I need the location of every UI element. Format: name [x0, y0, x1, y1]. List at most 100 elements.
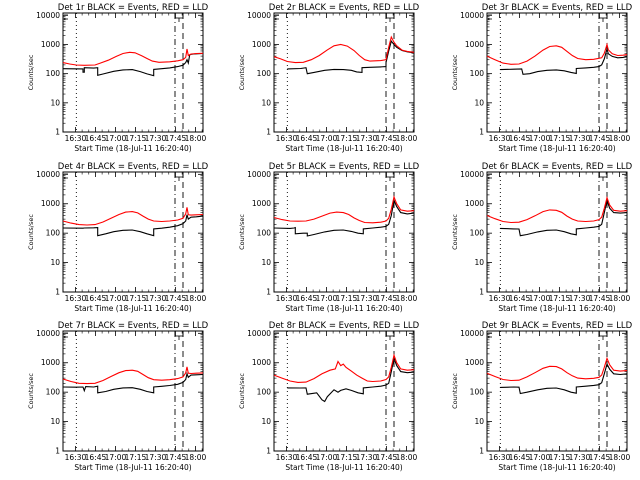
x-tick-label: 16:45 — [509, 453, 531, 462]
x-axis-label: Start Time (18-Jul-11 16:20:40) — [285, 463, 402, 472]
plot-frame — [62, 330, 204, 452]
y-tick-label: 100 — [257, 388, 272, 397]
x-tick-label: 17:15 — [125, 134, 147, 143]
chart-panel-1: Det 1r BLACK = Events, RED = LLD 1 10 100 10… — [27, 3, 209, 153]
chart-panel-2: Det 2r BLACK = Events, RED = LLD 1 10 100 10… — [238, 3, 420, 153]
chart-title: Det 1r BLACK = Events, RED = LLD — [58, 3, 209, 13]
y-tick-label: 100 — [470, 229, 485, 238]
y-tick-label: 1 — [266, 128, 271, 137]
chart-title: Det 2r BLACK = Events, RED = LLD — [269, 3, 420, 13]
y-tick-label: 1000 — [41, 40, 60, 49]
x-tick-label: 17:30 — [356, 453, 378, 462]
x-tick-label: 16:30 — [65, 453, 87, 462]
y-tick-label: 10000 — [460, 170, 484, 179]
y-tick-label: 10 — [50, 98, 60, 107]
x-tick-label: 17:30 — [145, 453, 167, 462]
y-tick-label: 100 — [470, 69, 485, 78]
plot-frame — [273, 171, 415, 293]
events-series-line — [287, 40, 415, 75]
lld-series-line — [486, 42, 628, 65]
lld-series-line — [62, 366, 204, 385]
x-axis-label: Start Time (18-Jul-11 16:20:40) — [74, 304, 191, 313]
x-tick-label: 16:30 — [65, 294, 87, 303]
lld-series-line — [273, 195, 415, 224]
x-tick-label: 17:00 — [105, 294, 127, 303]
x-tick-label: 17:45 — [376, 134, 398, 143]
x-axis-label: Start Time (18-Jul-11 16:20:40) — [74, 144, 191, 153]
y-tick-label: 1 — [479, 447, 484, 456]
x-axis-label: Start Time (18-Jul-11 16:20:40) — [498, 304, 615, 313]
x-tick-label: 18:00 — [396, 294, 418, 303]
y-axis-label: Counts/sec — [451, 214, 459, 250]
y-axis-label: Counts/sec — [238, 373, 246, 409]
lld-series-line — [486, 356, 628, 382]
chart-title: Det 7r BLACK = Events, RED = LLD — [58, 321, 209, 331]
x-tick-label: 18:00 — [185, 134, 207, 143]
x-tick-label: 17:00 — [316, 453, 338, 462]
plot-frame — [273, 12, 415, 133]
chart-panel-5: Det 5r BLACK = Events, RED = LLD 1 10 100 10… — [238, 162, 420, 313]
x-tick-label: 17:00 — [316, 134, 338, 143]
x-tick-label: 17:45 — [376, 453, 398, 462]
plot-frame — [62, 12, 204, 133]
x-tick-label: 16:45 — [296, 294, 318, 303]
y-axis-label: Counts/sec — [27, 54, 35, 90]
x-tick-label: 17:30 — [569, 134, 591, 143]
y-tick-label: 10 — [261, 417, 271, 426]
x-tick-label: 18:00 — [185, 294, 207, 303]
y-tick-label: 1000 — [252, 40, 271, 49]
x-axis-label: Start Time (18-Jul-11 16:20:40) — [285, 304, 402, 313]
x-tick-label: 17:30 — [356, 294, 378, 303]
x-tick-label: 17:15 — [125, 294, 147, 303]
chart-title: Det 5r BLACK = Events, RED = LLD — [269, 162, 420, 172]
x-tick-label: 17:30 — [569, 294, 591, 303]
x-tick-label: 17:45 — [165, 134, 187, 143]
x-tick-label: 18:00 — [609, 453, 631, 462]
y-tick-label: 100 — [257, 229, 272, 238]
chart-panel-8: Det 8r BLACK = Events, RED = LLD 1 10 100 10… — [238, 321, 420, 472]
x-tick-label: 17:15 — [336, 134, 358, 143]
x-tick-label: 17:30 — [356, 134, 378, 143]
y-tick-label: 10000 — [36, 11, 60, 20]
y-tick-label: 100 — [46, 229, 61, 238]
y-tick-label: 10000 — [460, 11, 484, 20]
y-tick-label: 10000 — [247, 170, 271, 179]
x-tick-label: 16:45 — [296, 453, 318, 462]
y-tick-label: 100 — [46, 388, 61, 397]
events-series-line — [500, 46, 628, 75]
plot-frame — [62, 171, 204, 293]
y-tick-label: 1 — [55, 447, 60, 456]
events-series-line — [62, 214, 204, 237]
x-tick-label: 17:45 — [589, 134, 611, 143]
x-tick-label: 17:30 — [145, 294, 167, 303]
attenuator-marker — [385, 12, 395, 19]
y-tick-label: 10000 — [36, 170, 60, 179]
y-axis-label: Counts/sec — [238, 214, 246, 250]
plot-frame — [486, 12, 628, 133]
y-tick-label: 1000 — [465, 199, 484, 208]
plot-frame — [486, 330, 628, 452]
y-tick-label: 1 — [266, 288, 271, 297]
lld-series-line — [62, 207, 204, 226]
y-tick-label: 10 — [261, 258, 271, 267]
x-tick-label: 16:45 — [85, 294, 107, 303]
x-tick-label: 17:15 — [549, 294, 571, 303]
y-tick-label: 1 — [479, 288, 484, 297]
y-axis-label: Counts/sec — [238, 54, 246, 90]
x-tick-label: 17:00 — [529, 453, 551, 462]
y-tick-label: 1 — [266, 447, 271, 456]
x-tick-label: 17:00 — [105, 453, 127, 462]
x-tick-label: 17:45 — [589, 294, 611, 303]
x-tick-label: 18:00 — [185, 453, 207, 462]
x-tick-label: 18:00 — [396, 453, 418, 462]
chart-panel-6: Det 6r BLACK = Events, RED = LLD 1 10 100 10… — [451, 162, 633, 313]
x-axis-label: Start Time (18-Jul-11 16:20:40) — [285, 144, 402, 153]
x-tick-label: 17:15 — [336, 294, 358, 303]
attenuator-marker — [385, 171, 395, 178]
y-tick-label: 10 — [474, 417, 484, 426]
chart-panel-3: Det 3r BLACK = Events, RED = LLD 1 10 100 10… — [451, 3, 633, 153]
y-tick-label: 100 — [257, 69, 272, 78]
lld-series-line — [273, 353, 415, 383]
chart-panel-9: Det 9r BLACK = Events, RED = LLD 1 10 100 10… — [451, 321, 633, 472]
